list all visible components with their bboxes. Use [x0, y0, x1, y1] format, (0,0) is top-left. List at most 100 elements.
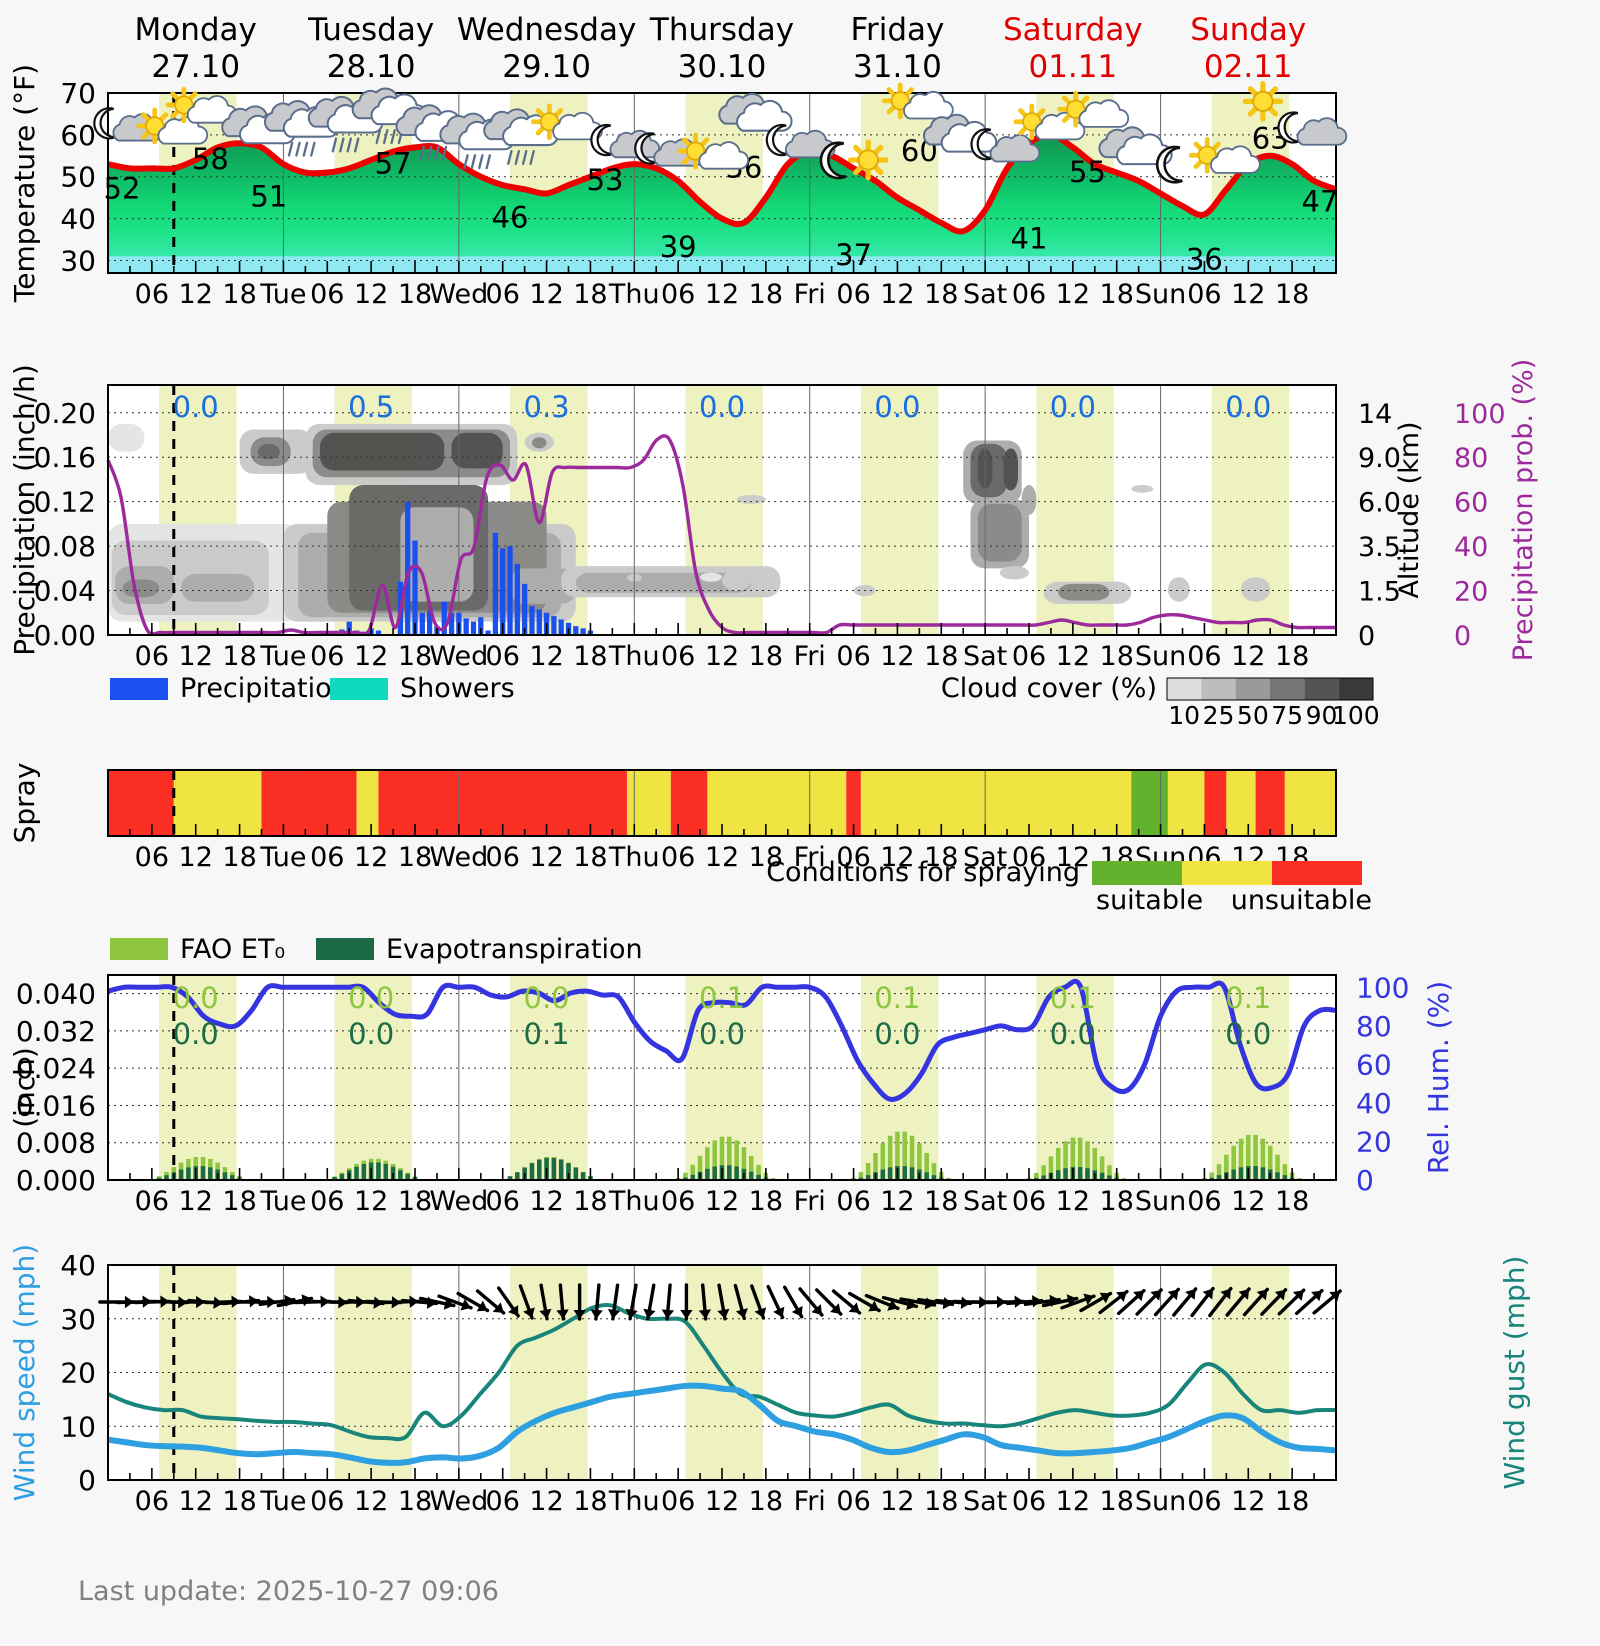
time-axis-label: 06 [135, 1186, 169, 1217]
time-axis-label: Thu [608, 842, 660, 873]
wind-speed-axis-title: Wind speed (mph) [8, 1244, 41, 1501]
spray-segment [261, 770, 299, 836]
precip-daily-total: 0.5 [348, 390, 394, 424]
time-axis-label: Wed [429, 1486, 488, 1517]
day-date: 28.10 [327, 49, 416, 85]
wind-direction-arrow [798, 1287, 824, 1317]
wind-ytick: 30 [60, 1303, 96, 1336]
precip-ytick: 0.20 [34, 397, 96, 430]
time-axis-label: 18 [749, 1186, 783, 1217]
fao-et0-bar [1077, 1137, 1083, 1180]
time-axis-label: Wed [429, 1186, 488, 1217]
time-axis-label: 12 [880, 1486, 914, 1517]
time-axis-label: 06 [661, 1486, 695, 1517]
fao-et0-bar [690, 1164, 696, 1180]
precip-bar [573, 626, 579, 635]
time-axis-label: 12 [354, 842, 388, 873]
day-date: 31.10 [853, 49, 942, 85]
time-axis-label: 06 [310, 842, 344, 873]
spray-legend-unsuitable-label: unsuitable [1231, 885, 1372, 916]
precip-bar [412, 540, 418, 635]
temp-ytick: 30 [60, 244, 96, 277]
evapotranspiration-bar [902, 1166, 908, 1180]
fao-et0-bar [1231, 1145, 1236, 1180]
time-axis-label: Sun [1135, 1486, 1186, 1517]
cloud-cover-swatch [1338, 678, 1373, 700]
wind-direction-arrow [698, 1283, 712, 1321]
time-axis-label: 18 [1100, 1486, 1134, 1517]
day-name: Thursday [649, 12, 794, 48]
time-axis-label: 18 [398, 1186, 432, 1217]
time-axis-label: 12 [529, 842, 563, 873]
fao-et0-bar [719, 1136, 725, 1180]
evapotranspiration-bar [507, 1176, 513, 1180]
legend-label-evapotranspiration: Evapotranspiration [386, 934, 643, 965]
wind-direction-arrow [556, 1283, 569, 1321]
rain-icon [287, 141, 316, 157]
et-daily-total: 0.0 [173, 1017, 219, 1051]
rh-ytick: 100 [1356, 971, 1409, 1004]
fao-et0-bar [1048, 1156, 1054, 1180]
time-axis-label: 12 [880, 842, 914, 873]
daylight-band [334, 975, 413, 1180]
cloud-cover-tick: 90 [1306, 701, 1338, 730]
time-axis-label: Thu [608, 1186, 660, 1217]
fao-daily-total: 0.0 [173, 981, 219, 1015]
fao-et0-bar [1209, 1172, 1215, 1180]
cloud-icon [1210, 145, 1261, 174]
spray-axis-title: Spray [8, 763, 41, 844]
wind-direction-arrow [680, 1283, 693, 1321]
daylight-band [510, 1265, 588, 1480]
time-axis-label: Fri [794, 1486, 826, 1517]
cloud-icon [989, 134, 1041, 163]
weather-icon-sun-cloud [1188, 136, 1261, 174]
time-axis-label: 06 [486, 842, 520, 873]
fao-et0-bar [902, 1131, 908, 1180]
sun-icon [847, 139, 889, 181]
evapotranspiration-bar [865, 1175, 871, 1180]
evapotranspiration-bar [580, 1172, 586, 1180]
time-axis-label: 06 [836, 641, 870, 672]
temperature-value-label: 51 [250, 180, 287, 214]
evapotranspiration-bar [1209, 1177, 1215, 1180]
time-axis-label: 12 [880, 1186, 914, 1217]
time-axis-label: 18 [749, 279, 783, 310]
fao-et0-bar [1216, 1164, 1222, 1180]
precip-daily-total: 0.0 [699, 390, 745, 424]
temp-ytick: 70 [60, 77, 96, 110]
time-axis-label: 12 [1056, 279, 1090, 310]
day-date: 29.10 [502, 49, 591, 85]
time-axis-label: 12 [529, 1486, 563, 1517]
precip-prob-ytick: 100 [1454, 399, 1506, 430]
time-axis-label: 18 [1275, 1186, 1309, 1217]
spray-segment [707, 770, 847, 836]
evapotranspiration-bar [222, 1172, 228, 1180]
cloud-icon [1078, 99, 1130, 128]
time-axis-label: 12 [529, 279, 563, 310]
weather-icon-sun-cloud [881, 82, 954, 120]
precip-bar [463, 618, 469, 635]
cloud-cover-tick: 10 [1168, 701, 1200, 730]
fao-et0-bar [865, 1163, 871, 1180]
fao-et0-bar [756, 1164, 761, 1180]
time-axis-label: 12 [179, 1186, 213, 1217]
cloud-cover-swatch [1201, 678, 1236, 700]
altitude-ytick: 1.5 [1358, 577, 1401, 608]
time-axis-label: 18 [222, 842, 256, 873]
time-axis-label: 12 [354, 1486, 388, 1517]
fao-et0-bar [1107, 1165, 1112, 1180]
moon-icon [1155, 145, 1183, 184]
precip-bar [419, 612, 425, 635]
time-axis-label: 18 [1275, 279, 1309, 310]
time-axis-label: 06 [1187, 1486, 1221, 1517]
precip-bar [426, 610, 433, 635]
temperature-axis-title: Temperature (°F) [8, 64, 41, 303]
precip-daily-total: 0.0 [173, 390, 219, 424]
et-ytick: 0.024 [16, 1052, 96, 1085]
precip-ytick: 0.16 [34, 441, 96, 474]
time-axis-label: 06 [1012, 279, 1046, 310]
wind-direction-arrow [1079, 1291, 1113, 1313]
time-axis-label: 06 [661, 842, 695, 873]
time-axis-label: 06 [836, 842, 870, 873]
fao-et0-bar [727, 1136, 732, 1180]
